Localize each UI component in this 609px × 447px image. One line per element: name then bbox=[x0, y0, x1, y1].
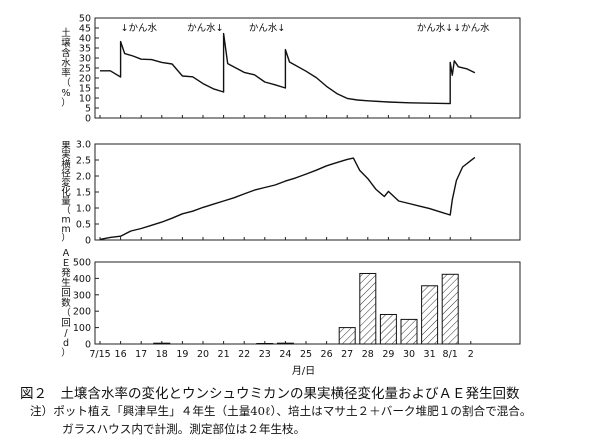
ae-bar bbox=[441, 273, 459, 345]
figure-note-line2: ガラスハウス内で計測。測定部位は２年生枝。 bbox=[62, 422, 306, 436]
x-tick-label: 25 bbox=[300, 349, 312, 360]
x-tick-label: 20 bbox=[197, 349, 209, 360]
y-tick-label: 45 bbox=[79, 24, 91, 35]
y-tick-label: 25 bbox=[79, 64, 91, 75]
y-tick-label: 1.0 bbox=[76, 204, 91, 215]
y-tick-label: 400 bbox=[73, 274, 91, 285]
ae-bar bbox=[400, 318, 418, 345]
plot-frame bbox=[94, 261, 521, 345]
x-tick-label: 29 bbox=[382, 349, 394, 360]
y-axis-label: 果実横径変化量（ m m） bbox=[61, 141, 71, 244]
y-tick-label: 0 bbox=[85, 236, 91, 247]
y-tick-label: 200 bbox=[73, 307, 91, 318]
x-tick-label: 28 bbox=[362, 349, 374, 360]
y-tick-label: 40 bbox=[79, 34, 91, 45]
y-tick-label: 0 bbox=[85, 114, 91, 125]
y-axis-label: ＡＥ発生回数（回/d） bbox=[61, 248, 71, 359]
y-tick-label: 50 bbox=[79, 14, 91, 25]
irrigation-annotation: かん水↓ bbox=[249, 22, 285, 34]
x-tick-label: 23 bbox=[259, 349, 271, 360]
y-tick-label: 3.0 bbox=[76, 140, 91, 151]
fruit-diameter-line bbox=[99, 156, 476, 241]
irrigation-annotation: ↓かん水 bbox=[121, 22, 158, 34]
x-tick-label: 31 bbox=[424, 349, 436, 360]
ae-bar bbox=[276, 342, 294, 345]
y-tick-label: 100 bbox=[73, 323, 91, 334]
y-tick-label: 1.5 bbox=[76, 188, 91, 199]
y-tick-label: 20 bbox=[79, 74, 91, 85]
x-tick-label: 16 bbox=[115, 349, 127, 360]
fruit-diameter-panel: 0 0.5 1.0 1.5 2.0 2.5 3.0 果実横径変化量（ m m） bbox=[61, 140, 521, 247]
irrigation-annotation: かん水↓ bbox=[187, 22, 223, 34]
x-tick-label: 22 bbox=[238, 349, 250, 360]
irrigation-annotation: かん水↓↓かん水 bbox=[417, 22, 490, 34]
ae-bar bbox=[359, 272, 377, 345]
y-axis-label: 土壌含水率（%） bbox=[61, 27, 71, 109]
x-tick-label: 26 bbox=[321, 349, 333, 360]
x-tick-label: 18 bbox=[156, 349, 168, 360]
ae-bar bbox=[421, 285, 439, 345]
y-tick-label: 0.5 bbox=[76, 220, 91, 231]
x-tick-label: 24 bbox=[279, 349, 291, 360]
x-tick-label: 17 bbox=[135, 349, 147, 360]
y-tick-label: 2.5 bbox=[76, 156, 91, 167]
x-tick-label: 19 bbox=[176, 349, 188, 360]
plot-frame bbox=[94, 143, 521, 241]
y-tick-label: 0 bbox=[85, 340, 91, 351]
y-tick-label: 300 bbox=[73, 290, 91, 301]
x-tick-label: 21 bbox=[218, 349, 230, 360]
soil-moisture-line bbox=[100, 32, 476, 105]
x-tick-label: 27 bbox=[341, 349, 353, 360]
x-tick-label: 30 bbox=[403, 349, 415, 360]
x-tick-label: 8/1 bbox=[443, 349, 458, 360]
x-axis-label: 月/日 bbox=[292, 365, 315, 377]
y-tick-label: 30 bbox=[79, 54, 91, 65]
y-tick-label: 35 bbox=[79, 44, 91, 55]
y-tick-label: 15 bbox=[79, 84, 91, 95]
figure-note-line1: 注）ポット植え「興津早生」４年生（土量40ℓ）、培土はマサ土２＋バーク堆肥１の割… bbox=[30, 404, 532, 418]
x-tick-label: 2 bbox=[468, 349, 474, 360]
ae-bar bbox=[338, 327, 356, 345]
ae-bar bbox=[153, 342, 171, 345]
ae-bar bbox=[379, 313, 397, 345]
figure-caption: 図２ 土壌含水率の変化とウンシュウミカンの果実横径変化量およびＡＥ発生回数 bbox=[20, 386, 520, 402]
y-tick-label: 500 bbox=[73, 258, 91, 269]
y-tick-label: 10 bbox=[79, 94, 91, 105]
x-tick-label: 7/15 bbox=[89, 349, 110, 360]
y-tick-label: 2.0 bbox=[76, 172, 91, 183]
y-tick-label: 5 bbox=[85, 104, 91, 115]
